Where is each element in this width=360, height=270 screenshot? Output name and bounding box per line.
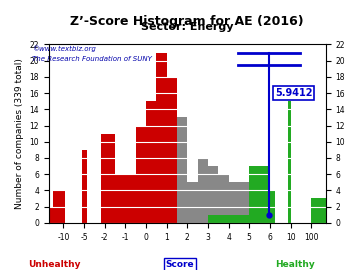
Bar xyxy=(146,101,156,223)
Text: Healthy: Healthy xyxy=(275,260,315,269)
Bar xyxy=(229,182,239,223)
Text: The Research Foundation of SUNY: The Research Foundation of SUNY xyxy=(32,56,152,62)
Bar xyxy=(218,174,229,223)
Bar xyxy=(187,182,198,223)
Bar xyxy=(136,126,146,223)
Bar xyxy=(177,117,187,223)
Bar xyxy=(239,182,249,223)
Bar xyxy=(208,166,218,223)
Bar xyxy=(270,190,275,223)
Bar xyxy=(82,150,87,223)
Text: Sector: Energy: Sector: Energy xyxy=(141,22,234,32)
Bar xyxy=(167,77,177,223)
Bar xyxy=(115,174,136,223)
Bar xyxy=(239,215,249,223)
Title: Z’-Score Histogram for AE (2016): Z’-Score Histogram for AE (2016) xyxy=(71,15,304,28)
Bar xyxy=(53,190,66,223)
Bar xyxy=(198,158,208,223)
Bar xyxy=(218,215,229,223)
Bar xyxy=(156,53,167,223)
Text: 5.9412: 5.9412 xyxy=(275,88,312,98)
Bar xyxy=(229,215,239,223)
Bar xyxy=(249,166,270,223)
Bar xyxy=(208,215,218,223)
Y-axis label: Number of companies (339 total): Number of companies (339 total) xyxy=(15,58,24,209)
Bar xyxy=(288,101,291,223)
Bar xyxy=(311,198,332,223)
Text: ©www.textbiz.org: ©www.textbiz.org xyxy=(32,45,96,52)
Bar xyxy=(32,207,53,223)
Bar xyxy=(101,134,115,223)
Text: Unhealthy: Unhealthy xyxy=(28,260,80,269)
Text: Score: Score xyxy=(166,260,194,269)
